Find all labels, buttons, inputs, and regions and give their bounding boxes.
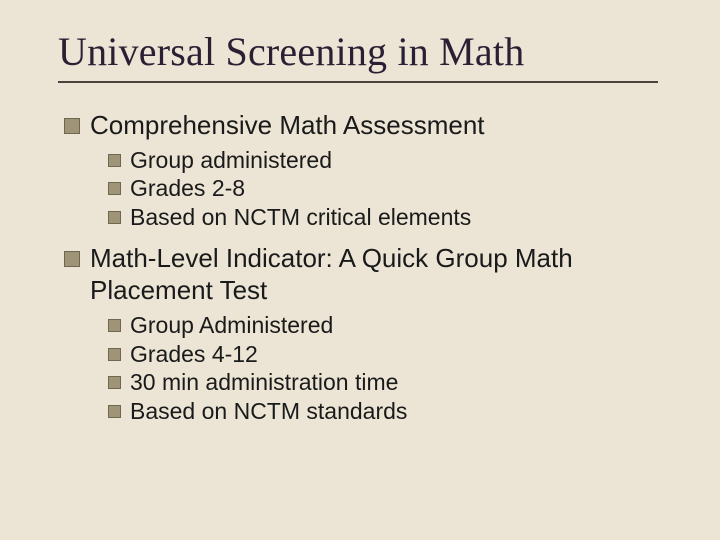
list-item-label: Based on NCTM critical elements — [130, 203, 471, 232]
square-bullet-icon — [108, 211, 121, 224]
list-item-label: Group Administered — [130, 311, 333, 340]
list-item: Group Administered — [108, 311, 670, 340]
list-item-label: Based on NCTM standards — [130, 397, 407, 426]
slide: Universal Screening in Math Comprehensiv… — [0, 0, 720, 540]
list-item-label: Comprehensive Math Assessment — [90, 109, 485, 142]
square-bullet-icon — [108, 154, 121, 167]
list-item-label: Grades 4-12 — [130, 340, 258, 369]
list-item-label: Grades 2-8 — [130, 174, 245, 203]
list-item: Group administered — [108, 146, 670, 175]
list-item: Grades 4-12 — [108, 340, 670, 369]
square-bullet-icon — [64, 118, 80, 134]
square-bullet-icon — [108, 319, 121, 332]
title-rule — [58, 81, 658, 83]
sub-list: Group Administered Grades 4-12 30 min ad… — [108, 311, 670, 426]
square-bullet-icon — [108, 348, 121, 361]
list-item: Comprehensive Math Assessment — [64, 109, 670, 142]
list-item: 30 min administration time — [108, 368, 670, 397]
square-bullet-icon — [64, 251, 80, 267]
page-title: Universal Screening in Math — [58, 28, 670, 75]
list-item: Based on NCTM critical elements — [108, 203, 670, 232]
list-item-label: 30 min administration time — [130, 368, 398, 397]
list-item: Math-Level Indicator: A Quick Group Math… — [64, 242, 670, 307]
list-item-label: Math-Level Indicator: A Quick Group Math… — [90, 242, 670, 307]
square-bullet-icon — [108, 405, 121, 418]
list-item-label: Group administered — [130, 146, 332, 175]
square-bullet-icon — [108, 182, 121, 195]
list-item: Based on NCTM standards — [108, 397, 670, 426]
list-item: Grades 2-8 — [108, 174, 670, 203]
square-bullet-icon — [108, 376, 121, 389]
sub-list: Group administered Grades 2-8 Based on N… — [108, 146, 670, 232]
